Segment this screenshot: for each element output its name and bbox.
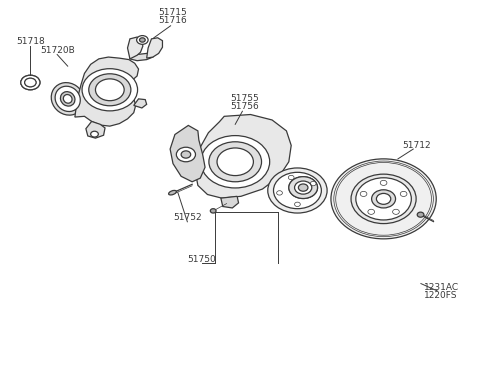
Circle shape: [89, 74, 131, 106]
Circle shape: [356, 178, 411, 220]
Polygon shape: [221, 196, 239, 208]
Circle shape: [289, 177, 318, 199]
Circle shape: [360, 191, 367, 196]
Circle shape: [274, 172, 322, 209]
Circle shape: [21, 75, 40, 90]
Text: 51720B: 51720B: [40, 46, 74, 55]
Circle shape: [334, 161, 433, 237]
Circle shape: [96, 79, 124, 101]
Circle shape: [276, 191, 282, 195]
Circle shape: [217, 148, 253, 176]
Text: 51756: 51756: [230, 102, 259, 111]
Text: 51755: 51755: [230, 93, 259, 103]
Circle shape: [82, 69, 138, 111]
Circle shape: [376, 193, 391, 204]
Circle shape: [21, 75, 40, 90]
Circle shape: [209, 142, 262, 182]
Circle shape: [336, 162, 432, 235]
Ellipse shape: [60, 92, 75, 106]
Polygon shape: [75, 57, 139, 126]
Circle shape: [91, 131, 98, 137]
Ellipse shape: [293, 181, 313, 194]
Circle shape: [351, 174, 416, 224]
Circle shape: [137, 36, 148, 44]
Text: 51712: 51712: [403, 141, 432, 150]
Circle shape: [331, 159, 436, 239]
Circle shape: [299, 184, 308, 191]
Circle shape: [176, 147, 195, 162]
Circle shape: [368, 209, 374, 214]
Text: 51750: 51750: [187, 255, 216, 264]
Circle shape: [24, 78, 36, 87]
Text: 51752: 51752: [173, 214, 202, 223]
Ellipse shape: [55, 86, 80, 112]
Polygon shape: [130, 51, 153, 61]
Circle shape: [24, 78, 36, 87]
Ellipse shape: [168, 191, 177, 195]
Circle shape: [289, 177, 318, 199]
Circle shape: [201, 135, 270, 188]
Polygon shape: [128, 37, 143, 59]
Circle shape: [400, 191, 407, 196]
Circle shape: [417, 212, 424, 217]
Text: 1231AC: 1231AC: [423, 283, 458, 292]
Text: 51716: 51716: [158, 16, 187, 26]
Polygon shape: [170, 126, 205, 182]
Polygon shape: [134, 99, 147, 108]
Circle shape: [372, 190, 396, 208]
Circle shape: [310, 181, 316, 186]
Text: 1220FS: 1220FS: [424, 291, 458, 300]
Text: 51718: 51718: [16, 37, 45, 46]
Ellipse shape: [51, 82, 84, 115]
Polygon shape: [147, 38, 162, 58]
Circle shape: [393, 209, 399, 214]
Circle shape: [210, 209, 216, 213]
Polygon shape: [86, 122, 105, 138]
Circle shape: [380, 180, 387, 185]
Circle shape: [268, 168, 327, 213]
Circle shape: [181, 151, 191, 158]
Polygon shape: [195, 115, 291, 198]
Circle shape: [295, 202, 300, 207]
Circle shape: [140, 38, 145, 42]
Text: 51715: 51715: [158, 8, 187, 17]
Circle shape: [288, 175, 294, 180]
Circle shape: [295, 181, 312, 194]
Ellipse shape: [63, 95, 72, 103]
